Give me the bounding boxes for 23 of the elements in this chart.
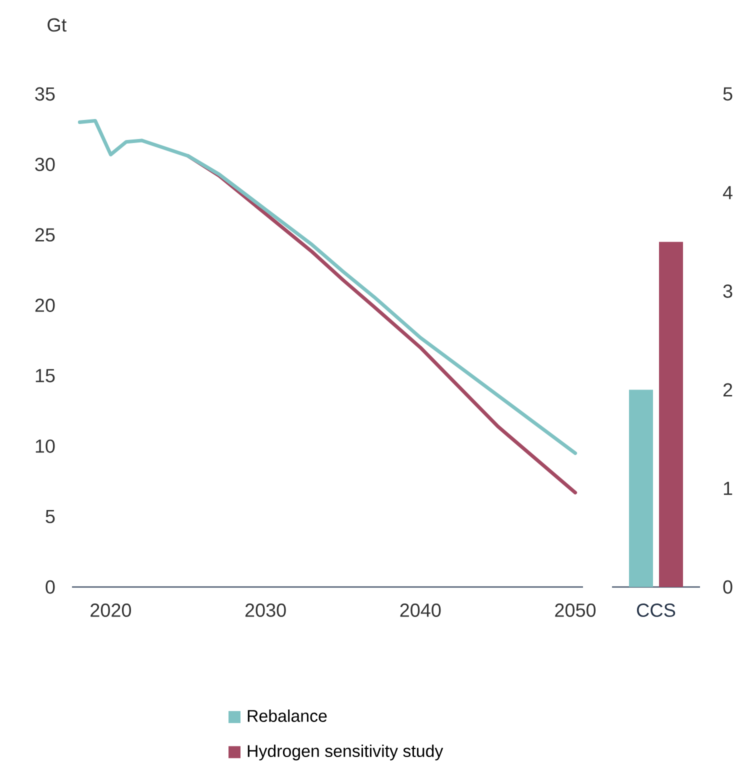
y2-tick-label: 0 bbox=[723, 580, 732, 594]
y-tick-label: 5 bbox=[46, 510, 55, 524]
y-tick-label: 10 bbox=[36, 439, 55, 453]
legend-label: Rebalance bbox=[248, 710, 327, 722]
x-tick-label: 2050 bbox=[555, 604, 596, 617]
y-tick-label: 30 bbox=[35, 158, 55, 172]
y2-tick-label: 1 bbox=[724, 482, 732, 495]
line-series bbox=[78, 118, 578, 455]
y2-tick-label: 5 bbox=[723, 87, 732, 101]
y-tick-label: 35 bbox=[35, 87, 55, 101]
y-axis-title: Gt bbox=[48, 18, 67, 32]
x-tick-label: 2020 bbox=[90, 604, 132, 617]
x-tick-label: 2030 bbox=[245, 604, 286, 617]
y-tick-label: 25 bbox=[35, 228, 55, 242]
y-tick-label: 15 bbox=[36, 369, 55, 382]
y-tick-label: 20 bbox=[35, 298, 55, 312]
y2-tick-label: 2 bbox=[723, 383, 732, 396]
y-tick-label: 0 bbox=[46, 580, 55, 594]
x-tick-label: CCS bbox=[636, 604, 676, 617]
legend-label: Hydrogen sensitivity study bbox=[248, 744, 444, 760]
y2-tick-label: 4 bbox=[722, 186, 732, 200]
y2-tick-label: 3 bbox=[723, 284, 732, 298]
x-tick-label: 2040 bbox=[400, 604, 441, 617]
